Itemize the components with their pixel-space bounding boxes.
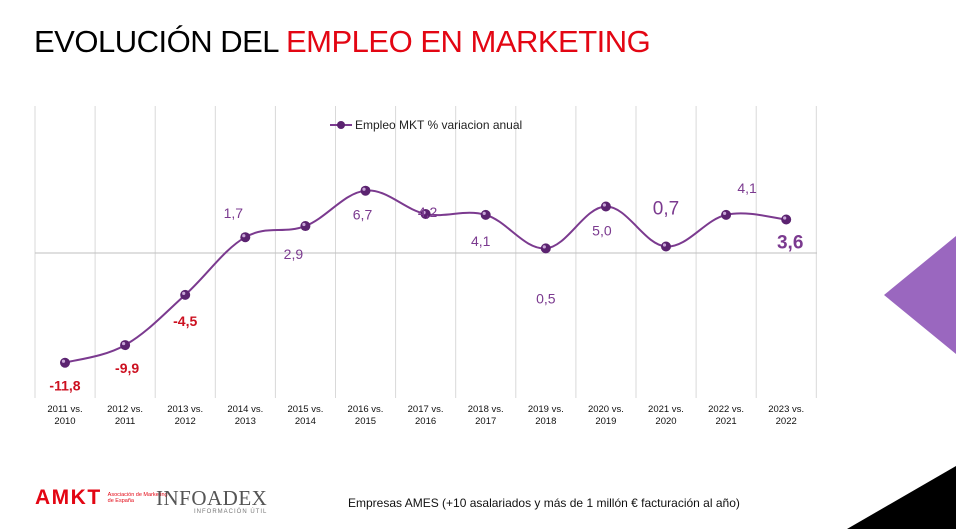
data-labels: -11,8 -9,9 -4,5 1,7 2,9 6,7 4,2 4,1 0,5 5,0 0,7 4,1…: [49, 180, 803, 394]
amkt-logo-subtitle: Asociación de Marketing de España: [107, 491, 168, 505]
data-label: 0,7: [653, 198, 679, 219]
footer-note: Empresas AMES (+10 asalariados y más de …: [348, 496, 740, 510]
page-title: EVOLUCIÓN DEL EMPLEO EN MARKETING: [34, 24, 651, 60]
data-point: [240, 232, 251, 243]
data-point-highlight: [182, 291, 186, 295]
data-point-highlight: [542, 245, 546, 249]
data-point-highlight: [122, 341, 126, 346]
x-tick-label: 2020 vs. 2019: [588, 404, 624, 427]
data-point-highlight: [242, 234, 246, 238]
data-point-highlight: [662, 243, 667, 247]
x-tick-label: 2018 vs. 2017: [468, 404, 504, 427]
x-tick-label: 2017 vs. 2016: [408, 404, 444, 427]
data-label: 0,5: [536, 290, 556, 306]
data-label: 4,2: [418, 204, 438, 220]
amkt-logo-word: AMKT: [35, 486, 102, 509]
data-label: 6,7: [353, 207, 373, 223]
x-tick-label: 2012 vs. 2011: [107, 404, 143, 427]
x-tick-label: 2023 vs. 2022: [768, 404, 804, 427]
data-point-highlight: [61, 359, 66, 363]
data-point: [661, 241, 671, 252]
data-point: [600, 201, 611, 212]
data-label: 4,1: [737, 180, 757, 196]
title-prefix: EVOLUCIÓN DEL: [34, 24, 278, 59]
data-point-highlight: [422, 210, 426, 215]
data-label: -11,8: [49, 378, 80, 394]
infoadex-logo-tag: INFORMACIÓN ÚTIL: [193, 509, 268, 515]
data-label: -4,5: [173, 313, 197, 329]
amkt-logo: AMKT Asociación de Marketing de España: [35, 486, 168, 510]
data-point-highlight: [602, 203, 607, 207]
data-label: 4,1: [471, 233, 491, 249]
data-point: [360, 185, 371, 196]
decorative-purple-triangle: [884, 236, 956, 354]
data-point-highlight: [783, 216, 787, 220]
title-highlight: EMPLEO EN MARKETING: [286, 24, 651, 59]
x-tick-label: 2015 vs. 2014: [287, 404, 323, 427]
infoadex-logo-word: INFOADEX: [156, 486, 268, 510]
decorative-black-corner: [847, 466, 956, 529]
legend-line-marker-icon: [330, 121, 352, 129]
x-tick-labels: 2011 vs. 2010 2012 vs. 2011 2013 vs. 2012 2014…: [47, 404, 804, 427]
data-point: [540, 243, 551, 254]
data-label: 5,0: [592, 223, 612, 239]
x-tick-label: 2014 vs. 2013: [227, 404, 263, 427]
data-point: [120, 340, 131, 351]
data-point-highlight: [723, 211, 727, 215]
x-tick-label: 2016 vs. 2015: [348, 404, 384, 427]
line-chart: -11,8 -9,9 -4,5 1,7 2,9 6,7 4,2 4,1 0,5 5,0 0,7 4,1…: [34, 106, 817, 427]
data-point: [300, 221, 311, 232]
data-label: -9,9: [115, 360, 139, 376]
legend-label: Empleo MKT % variacion anual: [355, 118, 523, 132]
data-point-highlight: [362, 187, 366, 191]
data-label: 2,9: [284, 246, 304, 262]
infoadex-logo: INFOADEX INFORMACIÓN ÚTIL: [156, 486, 267, 515]
x-tick-label: 2022 vs. 2021: [708, 404, 744, 427]
data-label: 3,6: [777, 233, 803, 254]
chart-grid: [34, 106, 817, 398]
data-point: [781, 214, 792, 225]
x-tick-label: 2013 vs. 2012: [167, 404, 203, 427]
data-point-highlight: [302, 222, 306, 227]
x-tick-label: 2021 vs. 2020: [648, 404, 684, 427]
chart-legend: Empleo MKT % variacion anual: [330, 118, 522, 132]
data-point: [60, 357, 70, 368]
data-label: 1,7: [224, 205, 244, 221]
data-point: [480, 209, 491, 220]
data-point: [180, 289, 191, 300]
series-markers: [60, 185, 792, 368]
x-tick-label: 2019 vs. 2018: [528, 404, 564, 427]
x-tick-label: 2011 vs. 2010: [47, 404, 82, 427]
data-point: [721, 209, 732, 220]
data-point-highlight: [482, 211, 486, 215]
